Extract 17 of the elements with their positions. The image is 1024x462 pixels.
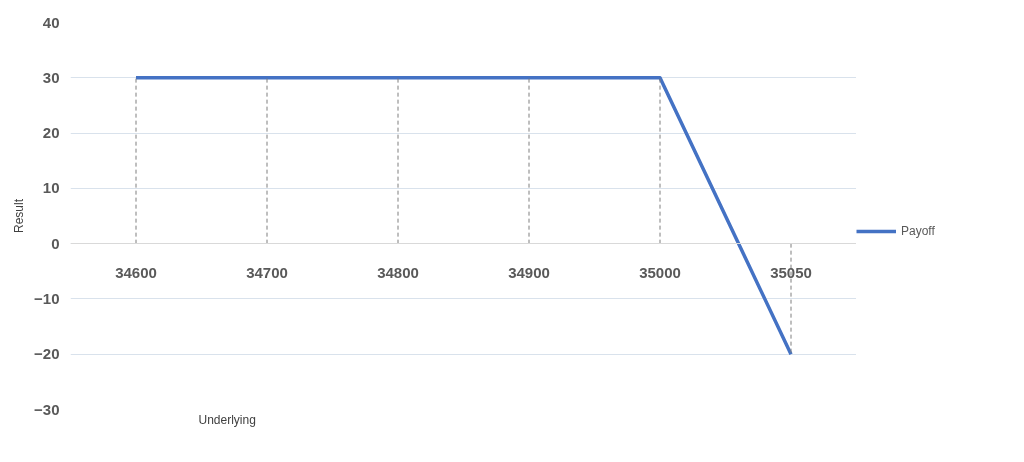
y-tick-label: 20 (42, 124, 60, 142)
legend-label: Payoff (901, 223, 935, 238)
x-tick-label: 34800 (377, 263, 419, 281)
y-tick-label: −20 (34, 345, 60, 363)
y-tick-label: −30 (34, 400, 60, 418)
x-tick-label: 34600 (115, 263, 157, 281)
y-axis-title: Result (12, 198, 27, 234)
x-tick-label: 35050 (770, 263, 812, 281)
x-tick-label: 34700 (246, 263, 288, 281)
y-tick-label: 0 (51, 234, 60, 252)
x-tick-label: 35000 (639, 263, 681, 281)
y-tick-label: 30 (42, 68, 60, 86)
y-tick-label: 10 (42, 179, 60, 197)
x-tick-label: 34900 (508, 263, 550, 281)
x-axis-title: Underlying (198, 412, 256, 427)
y-tick-label: 40 (42, 13, 60, 31)
y-tick-label: −10 (34, 289, 60, 307)
